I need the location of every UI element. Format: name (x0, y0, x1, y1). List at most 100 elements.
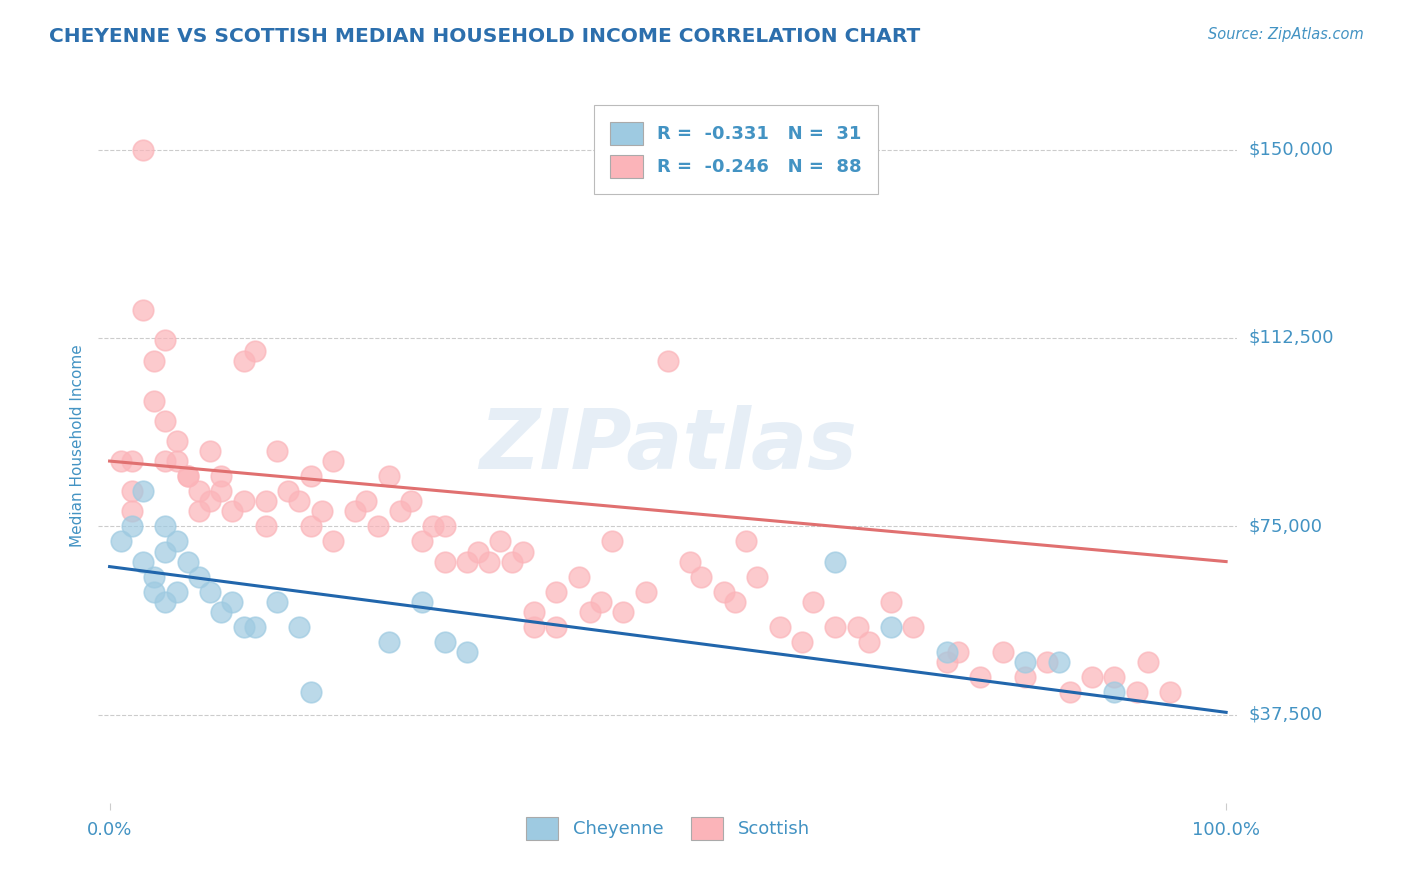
Point (132, 484, 155, 499)
Point (1081, 670, 1104, 684)
Point (388, 504, 411, 518)
Point (187, 484, 209, 499)
Point (143, 393, 166, 408)
Point (209, 605, 232, 619)
Point (155, 544, 177, 558)
Point (824, 620, 846, 634)
Point (411, 595, 433, 609)
Point (578, 605, 600, 619)
Point (478, 555, 501, 569)
Point (155, 334, 177, 348)
Point (1104, 670, 1126, 684)
Point (523, 605, 546, 619)
Point (411, 534, 433, 549)
Point (143, 569, 166, 583)
Point (209, 469, 232, 483)
Point (512, 544, 534, 558)
Point (121, 484, 143, 499)
Point (846, 620, 869, 634)
Point (322, 454, 344, 468)
Point (110, 454, 132, 468)
Point (243, 343, 266, 358)
Text: Source: ZipAtlas.com: Source: ZipAtlas.com (1208, 27, 1364, 42)
Point (121, 504, 143, 518)
Point (166, 434, 188, 448)
Point (155, 454, 177, 468)
Point (612, 605, 634, 619)
Point (254, 494, 277, 508)
Point (166, 534, 188, 549)
Point (422, 519, 444, 533)
Text: ZIPatlas: ZIPatlas (479, 406, 856, 486)
Point (713, 584, 735, 599)
Point (155, 595, 177, 609)
Point (969, 670, 991, 684)
Point (1014, 670, 1036, 684)
Point (132, 303, 155, 318)
Text: $37,500: $37,500 (1249, 706, 1323, 723)
Point (311, 504, 333, 518)
Point (1104, 685, 1126, 699)
Point (322, 534, 344, 549)
Point (299, 685, 322, 699)
Point (288, 620, 311, 634)
Point (880, 595, 903, 609)
Text: $75,000: $75,000 (1249, 517, 1323, 535)
Y-axis label: Median Household Income: Median Household Income (69, 344, 84, 548)
Point (768, 620, 790, 634)
Point (824, 555, 846, 569)
Point (221, 595, 243, 609)
Point (377, 469, 399, 483)
Point (1126, 685, 1149, 699)
Point (523, 620, 546, 634)
Point (266, 444, 288, 458)
Point (232, 494, 254, 508)
Point (433, 635, 456, 649)
Point (232, 620, 254, 634)
Point (344, 504, 367, 518)
Point (209, 484, 232, 499)
Point (858, 635, 880, 649)
Point (399, 494, 422, 508)
Point (467, 544, 489, 558)
Point (735, 534, 758, 549)
Point (187, 504, 209, 518)
Point (177, 469, 200, 483)
Point (433, 555, 456, 569)
Legend: Cheyenne, Scottish: Cheyenne, Scottish (519, 810, 817, 847)
Point (177, 469, 200, 483)
Point (356, 494, 378, 508)
Point (456, 645, 478, 659)
Point (198, 494, 221, 508)
Point (936, 655, 959, 669)
Point (589, 595, 612, 609)
Point (456, 555, 478, 569)
Point (880, 620, 903, 634)
Point (790, 635, 813, 649)
Point (946, 645, 969, 659)
Text: CHEYENNE VS SCOTTISH MEDIAN HOUSEHOLD INCOME CORRELATION CHART: CHEYENNE VS SCOTTISH MEDIAN HOUSEHOLD IN… (49, 27, 921, 45)
Point (1136, 655, 1159, 669)
Point (801, 595, 824, 609)
Point (166, 584, 188, 599)
Point (277, 484, 299, 499)
Point (546, 584, 568, 599)
Point (132, 143, 155, 157)
Point (299, 519, 322, 533)
Point (254, 519, 277, 533)
Point (232, 353, 254, 368)
Point (690, 569, 713, 583)
Point (221, 504, 243, 518)
Point (367, 519, 389, 533)
Point (724, 595, 747, 609)
Point (489, 534, 512, 549)
Text: $112,500: $112,500 (1249, 329, 1334, 347)
Point (501, 555, 523, 569)
Point (155, 414, 177, 428)
Point (657, 353, 679, 368)
Point (936, 645, 959, 659)
Point (288, 494, 311, 508)
Point (121, 519, 143, 533)
Point (1014, 655, 1036, 669)
Point (991, 645, 1014, 659)
